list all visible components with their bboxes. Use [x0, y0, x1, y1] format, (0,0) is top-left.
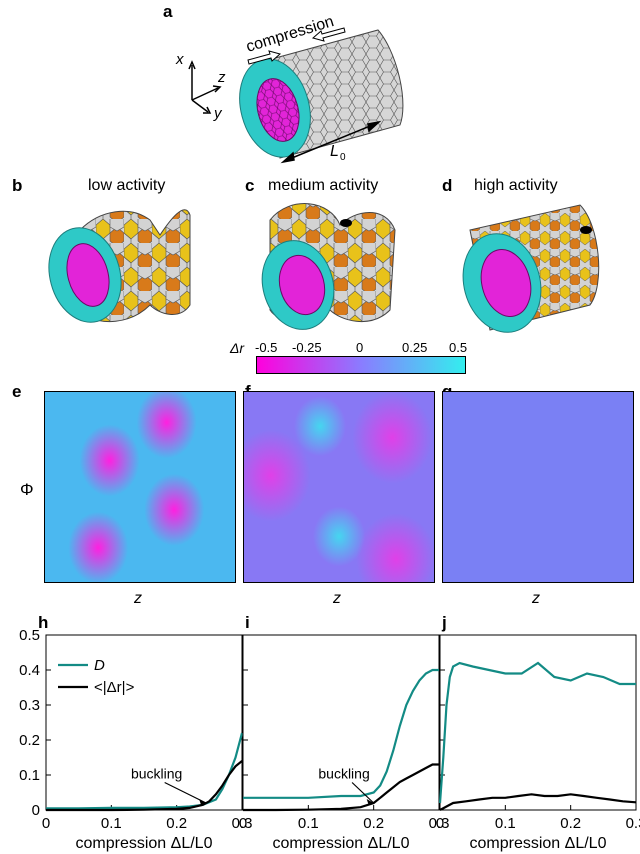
chart-j: 0 0.1 0.2 0.3 compression ΔL/L0: [436, 634, 640, 852]
colorbar-label: Δr: [230, 340, 245, 356]
buckling-annotation: buckling: [131, 766, 182, 782]
y-tick-label: 0.4: [19, 662, 40, 679]
map-g-x-label: z: [532, 590, 540, 607]
map-y-axis-label: Φ: [20, 480, 34, 499]
panel-d-title: high activity: [474, 177, 558, 194]
buckling-arrow: [351, 782, 375, 804]
length-sub: 0: [340, 152, 346, 163]
colorbar-tick-0: -0.5: [255, 340, 278, 355]
x-axis-label: compression ΔL/L0: [273, 835, 410, 852]
x-axis-label: compression ΔL/L0: [470, 835, 607, 852]
map-g: [442, 391, 634, 583]
panel-a-letter: a: [163, 2, 173, 21]
y-tick-label: 0: [32, 802, 40, 819]
colorbar: [256, 356, 466, 374]
chart-i: 0 0.1 0.2 0.3 compression ΔL/L0 buckling: [239, 634, 450, 852]
panel-c-title: medium activity: [268, 177, 379, 194]
panel-i-letter: i: [245, 613, 250, 632]
panel-e-letter: e: [12, 382, 22, 401]
x-tick-label: 0: [436, 815, 444, 832]
chart-frame: [439, 634, 637, 811]
chart-frame: [45, 634, 243, 811]
legend-entry: <|Δr|>: [94, 679, 135, 696]
chart-frame: [242, 634, 440, 811]
axis-y-label: y: [213, 105, 223, 122]
buckling-arrowhead: [366, 799, 374, 805]
x-tick-label: 0.2: [363, 815, 384, 832]
panel-d-letter: d: [442, 176, 453, 195]
colorbar-tick-2: 0: [356, 340, 364, 355]
colorbar-tick-4: 0.5: [449, 340, 468, 355]
series-line-abs-dr: [439, 793, 637, 811]
x-tick-label: 0.1: [298, 815, 319, 832]
colorbar-tick-1: -0.25: [292, 340, 322, 355]
legend-entry: D: [94, 657, 105, 674]
y-tick-label: 0.5: [19, 627, 40, 644]
snapshot-high-activity: [462, 204, 600, 333]
snapshot-low-activity: [48, 209, 191, 323]
panel-j-letter: j: [442, 613, 447, 632]
x-tick-label: 0.3: [232, 815, 253, 832]
axes-triad: [188, 60, 222, 114]
colorbar-tick-3: 0.25: [402, 340, 428, 355]
snapshot-medium-activity: [261, 203, 396, 330]
x-tick-label: 0.3: [429, 815, 450, 832]
series-line-abs-dr: [46, 760, 243, 812]
y-tick-label: 0.3: [19, 697, 40, 714]
y-tick-label: 0.2: [19, 732, 40, 749]
panel-c-letter: c: [245, 176, 255, 195]
x-tick-label: 0: [239, 815, 247, 832]
buckling-arrowhead: [199, 799, 207, 805]
axis-x-label: x: [175, 51, 184, 68]
buckling-arrow: [164, 781, 207, 804]
tissue-snapshots: [48, 203, 600, 333]
panel-b-title: low activity: [88, 177, 166, 194]
cylinder-lumen: [256, 78, 300, 142]
length-label: L: [330, 143, 339, 160]
y-tick-label: 0.1: [19, 767, 40, 784]
series-line-D: [243, 668, 439, 799]
x-tick-label: 0.2: [560, 815, 581, 832]
x-tick-label: 0.2: [166, 815, 187, 832]
length-arrow: [280, 120, 382, 164]
map-e-x-label: z: [134, 590, 142, 607]
map-f-x-label: z: [333, 590, 341, 607]
axis-z-label: z: [217, 69, 226, 86]
series-line-abs-dr: [243, 763, 439, 812]
series-line-D: [438, 661, 636, 804]
x-tick-label: 0.1: [101, 815, 122, 832]
buckling-annotation: buckling: [318, 766, 369, 782]
compression-arrows: [247, 27, 346, 65]
map-e: [44, 391, 236, 583]
x-axis-label: compression ΔL/L0: [76, 835, 213, 852]
panel-h-letter: h: [38, 613, 49, 632]
panel-b-letter: b: [12, 176, 23, 195]
x-tick-label: 0: [42, 815, 50, 832]
cylinder-schematic: x z y compression L 0: [175, 13, 404, 164]
map-f: [243, 391, 435, 583]
x-tick-label: 0.3: [626, 815, 640, 832]
x-tick-label: 0.1: [495, 815, 516, 832]
